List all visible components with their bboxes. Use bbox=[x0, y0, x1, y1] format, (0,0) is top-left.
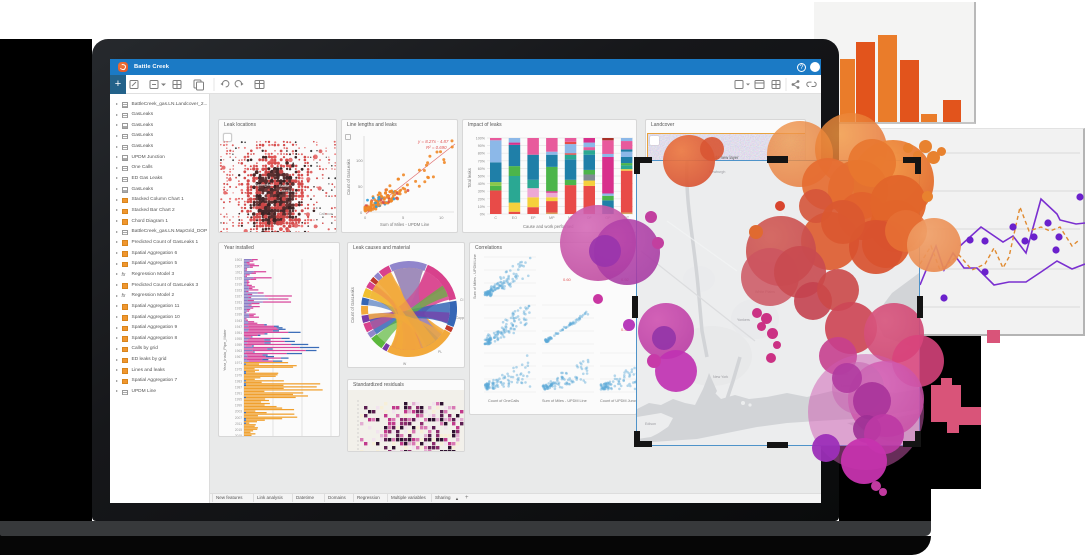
svg-text:1983: 1983 bbox=[235, 379, 242, 383]
svg-text:1987: 1987 bbox=[235, 386, 242, 390]
svg-text:1931: 1931 bbox=[235, 301, 242, 305]
svg-text:60%: 60% bbox=[478, 167, 486, 171]
svg-text:1999: 1999 bbox=[235, 404, 242, 408]
svg-text:New York: New York bbox=[713, 375, 728, 379]
svg-text:20%: 20% bbox=[478, 197, 486, 201]
svg-text:1907: 1907 bbox=[235, 264, 242, 268]
svg-text:1971: 1971 bbox=[235, 361, 242, 365]
svg-text:Sum of Miles - UPDM Line: Sum of Miles - UPDM Line bbox=[542, 399, 587, 403]
svg-text:Newburgh: Newburgh bbox=[709, 170, 725, 174]
svg-text:1995: 1995 bbox=[235, 398, 242, 402]
svg-text:1979: 1979 bbox=[235, 373, 242, 377]
svg-text:Total leaks: Total leaks bbox=[467, 168, 472, 188]
svg-text:1991: 1991 bbox=[235, 392, 242, 396]
svg-text:2019: 2019 bbox=[235, 434, 242, 437]
svg-text:Edison: Edison bbox=[645, 422, 656, 426]
svg-text:1955: 1955 bbox=[235, 337, 242, 341]
svg-text:Count of OneCalls: Count of OneCalls bbox=[488, 399, 519, 403]
svg-text:Cause and work performed: Cause and work performed bbox=[523, 224, 574, 229]
svg-text:10: 10 bbox=[439, 215, 444, 220]
svg-text:Count of GasLeaks: Count of GasLeaks bbox=[346, 159, 351, 195]
svg-text:70%: 70% bbox=[478, 159, 486, 163]
svg-text:Sum of Miles - UPDM Line: Sum of Miles - UPDM Line bbox=[380, 222, 430, 227]
svg-text:1967: 1967 bbox=[235, 355, 242, 359]
svg-text:1963: 1963 bbox=[235, 349, 242, 353]
svg-text:2003: 2003 bbox=[235, 410, 242, 414]
svg-text:100: 100 bbox=[356, 158, 363, 163]
svg-text:1939: 1939 bbox=[235, 313, 242, 317]
svg-text:EO: EO bbox=[512, 216, 517, 220]
svg-text:1911: 1911 bbox=[235, 270, 242, 274]
svg-text:1959: 1959 bbox=[235, 343, 242, 347]
svg-text:2015: 2015 bbox=[235, 428, 242, 432]
svg-text:Count of UPDM Junction: Count of UPDM Junction bbox=[600, 399, 637, 403]
svg-text:Springfield: Springfield bbox=[255, 182, 274, 187]
svg-text:1919: 1919 bbox=[235, 282, 242, 286]
svg-text:1923: 1923 bbox=[235, 289, 242, 293]
svg-text:30%: 30% bbox=[478, 190, 486, 194]
svg-text:0.60: 0.60 bbox=[563, 277, 572, 282]
svg-text:Year_Insta_Pipe_Mater: Year_Insta_Pipe_Mater bbox=[222, 329, 227, 371]
svg-text:80%: 80% bbox=[478, 152, 486, 156]
svg-text:Yonkers: Yonkers bbox=[737, 318, 750, 322]
svg-text:1943: 1943 bbox=[235, 319, 242, 323]
svg-text:y = 8.27x - 4.87: y = 8.27x - 4.87 bbox=[417, 139, 449, 144]
svg-text:1903: 1903 bbox=[235, 258, 242, 262]
svg-text:Sum of Miles - UPDM Line: Sum of Miles - UPDM Line bbox=[473, 254, 477, 299]
svg-text:2007: 2007 bbox=[235, 416, 242, 420]
svg-text:5: 5 bbox=[402, 215, 405, 220]
svg-text:1927: 1927 bbox=[235, 295, 242, 299]
svg-text:100%: 100% bbox=[476, 137, 486, 141]
svg-text:0: 0 bbox=[360, 210, 363, 215]
svg-text:50: 50 bbox=[358, 184, 363, 189]
svg-text:Creek: Creek bbox=[279, 188, 290, 193]
svg-text:CI: CI bbox=[460, 298, 463, 302]
svg-text:1915: 1915 bbox=[235, 276, 242, 280]
svg-text:Battle: Battle bbox=[279, 183, 290, 188]
svg-text:MP: MP bbox=[549, 216, 555, 220]
svg-text:Calhoun: Calhoun bbox=[319, 212, 332, 216]
svg-text:0: 0 bbox=[364, 215, 367, 220]
svg-text:0%: 0% bbox=[480, 213, 486, 217]
svg-text:W: W bbox=[403, 362, 407, 366]
svg-text:1951: 1951 bbox=[235, 331, 242, 335]
svg-text:C: C bbox=[494, 216, 497, 220]
svg-text:1935: 1935 bbox=[235, 307, 242, 311]
svg-text:R² = 0.690: R² = 0.690 bbox=[426, 145, 447, 150]
svg-text:2011: 2011 bbox=[235, 422, 242, 426]
svg-text:Count of GasLeaks: Count of GasLeaks bbox=[350, 287, 355, 323]
svg-text:1975: 1975 bbox=[235, 367, 242, 371]
svg-text:Copper: Copper bbox=[456, 316, 465, 320]
svg-text:50%: 50% bbox=[478, 175, 486, 179]
svg-text:PL: PL bbox=[438, 350, 442, 354]
svg-text:1947: 1947 bbox=[235, 325, 242, 329]
svg-text:90%: 90% bbox=[478, 144, 486, 148]
svg-text:10%: 10% bbox=[478, 205, 486, 209]
svg-text:40%: 40% bbox=[478, 182, 486, 186]
svg-text:EP: EP bbox=[531, 216, 536, 220]
